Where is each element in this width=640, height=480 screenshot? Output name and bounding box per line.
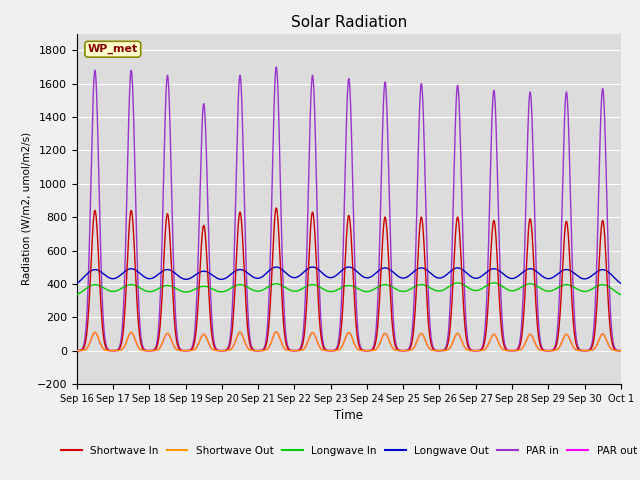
Legend: Shortwave In, Shortwave Out, Longwave In, Longwave Out, PAR in, PAR out: Shortwave In, Shortwave Out, Longwave In… [56,442,640,460]
Text: WP_met: WP_met [88,44,138,54]
X-axis label: Time: Time [334,409,364,422]
Title: Solar Radiation: Solar Radiation [291,15,407,30]
Y-axis label: Radiation (W/m2, umol/m2/s): Radiation (W/m2, umol/m2/s) [21,132,31,286]
